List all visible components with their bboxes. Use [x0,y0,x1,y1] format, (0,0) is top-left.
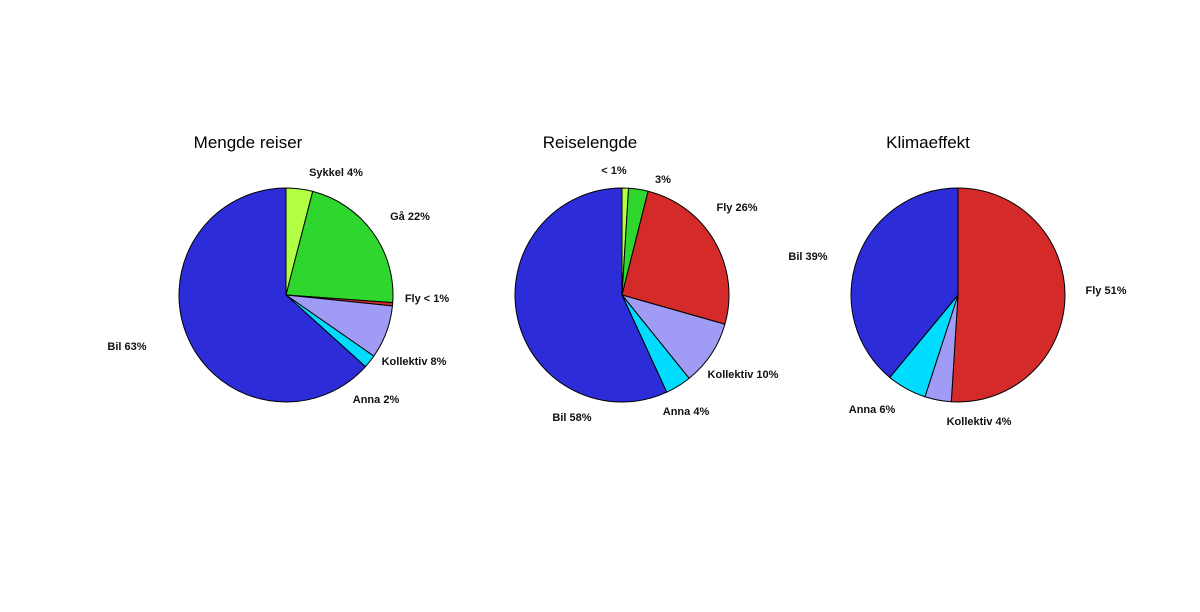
slice-label-1: < 1% [601,165,627,177]
pie-slice-g-22 [285,190,394,304]
pie-slice-fly-26 [621,190,730,325]
labels-mengde-reiser: Sykkel 4% Gå 22% Fly < 1% Kollektiv 8% Anna … [107,167,449,406]
slice-label-anna-4: Anna 4% [663,406,710,418]
pie-chart-klimaeffekt: Klimaeffekt Fly 51% Kollektiv 4% Anna 6% Bi… [788,133,1126,428]
pie-slice-bil-58 [514,187,668,403]
slice-label-bil-58: Bil 58% [552,412,591,424]
slice-label-fly-1: Fly < 1% [405,293,450,305]
pie-chart-mengde-reiser: Mengde reiser Sykkel 4% Gå 22% Fly < 1% Kol… [107,133,449,406]
labels-klimaeffekt: Fly 51% Kollektiv 4% Anna 6% Bil 39% [788,251,1126,428]
chart-title-klimaeffekt: Klimaeffekt [886,133,970,152]
slice-label-anna-2: Anna 2% [353,394,400,406]
slices-reiselengde [514,187,730,403]
slices-mengde-reiser [178,187,394,403]
slice-label-g-22: Gå 22% [390,211,430,223]
slice-label-kollektiv-4: Kollektiv 4% [947,416,1012,428]
chart-title-reiselengde: Reiselengde [543,133,638,152]
pie-chart-reiselengde: Reiselengde < 1% 3% Fly 26% Kollektiv 10% An… [514,133,779,424]
chart-title-mengde-reiser: Mengde reiser [194,133,303,152]
slice-label-3: 3% [655,174,671,186]
slice-label-bil-63: Bil 63% [107,341,146,353]
labels-reiselengde: < 1% 3% Fly 26% Kollektiv 10% Anna 4% Bil 58% [552,165,778,424]
slice-label-bil-39: Bil 39% [788,251,827,263]
slice-label-sykkel-4: Sykkel 4% [309,167,363,179]
pie-slice-fly-51 [950,187,1066,403]
slices-klimaeffekt [850,187,1066,403]
slice-label-kollektiv-10: Kollektiv 10% [708,369,779,381]
pie-slice-bil-63 [178,187,367,403]
slice-label-fly-51: Fly 51% [1086,285,1127,297]
pie-slice-bil-39 [850,187,959,379]
slice-label-fly-26: Fly 26% [717,202,758,214]
slice-label-kollektiv-8: Kollektiv 8% [382,356,447,368]
slice-label-anna-6: Anna 6% [849,404,896,416]
